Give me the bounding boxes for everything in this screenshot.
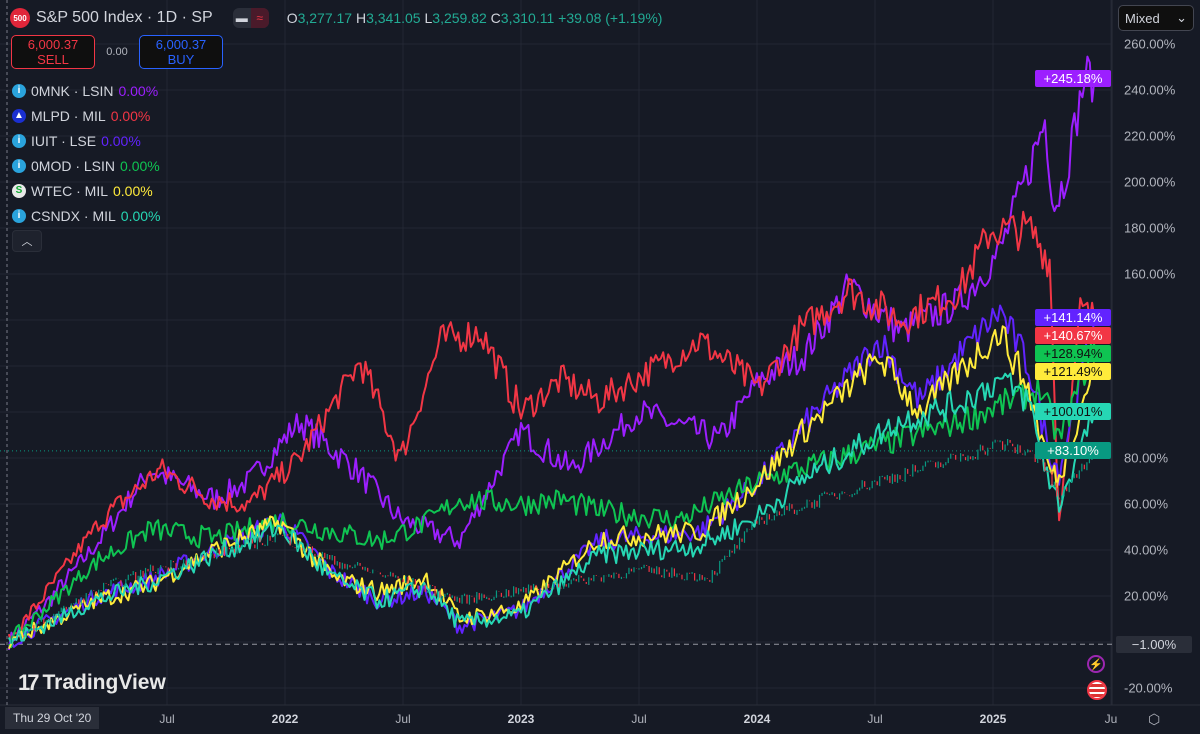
x-tick-label: Jul [867, 712, 883, 726]
minus-icon[interactable]: ▬ [235, 11, 248, 25]
legend-item[interactable]: i 0MNK · LSIN 0.00% [12, 78, 161, 103]
x-tick-label: Jul [159, 712, 175, 726]
legend-item[interactable]: i IUIT · LSE 0.00% [12, 128, 161, 153]
ohlc-values: O3,277.17 H3,341.05 L3,259.82 C3,310.11 … [286, 10, 663, 26]
last-value-tag: +83.10% [1035, 442, 1111, 460]
last-value-tag: +121.49% [1035, 362, 1111, 380]
x-tick-label: Jul [631, 712, 647, 726]
chart-header: 500 S&P 500 Index · 1D · SP ▬ ≈ O3,277.1… [10, 8, 662, 28]
chevron-down-icon: ⌄ [1176, 10, 1187, 25]
legend-symbol: WTEC · MIL [31, 182, 108, 199]
x-tick-label: Ju [1104, 712, 1118, 726]
legend-symbol: 0MNK · LSIN [31, 82, 114, 99]
trade-panel: 6,000.37 SELL 0.00 6,000.37 BUY [11, 35, 223, 69]
collapse-legend-button[interactable]: ︿ [12, 230, 42, 252]
y-tick-label: 260.00% [1124, 36, 1176, 52]
y-tick-label: 80.00% [1124, 450, 1169, 466]
legend-item[interactable]: S WTEC · MIL 0.00% [12, 178, 161, 203]
tradingview-logo[interactable]: 17 TradingView [18, 670, 166, 695]
sell-button[interactable]: 6,000.37 SELL [11, 35, 95, 69]
mountain-icon: ▲ [12, 108, 26, 123]
x-tick-label: 2024 [743, 712, 771, 726]
x-tick-label: 2025 [979, 712, 1007, 726]
last-value-tag: +245.18% [1035, 69, 1111, 87]
crosshair-date-label: Thu 29 Oct '20 [5, 707, 100, 729]
info-icon: i [12, 208, 26, 223]
legend-symbol: CSNDX · MIL [31, 207, 116, 224]
last-value-tag: +128.94% [1035, 344, 1111, 362]
last-value-tag: +100.01% [1035, 403, 1111, 421]
last-value-tag: +140.67% [1035, 326, 1111, 344]
legend-value: 0.00% [110, 107, 151, 124]
x-tick-label: 2022 [271, 712, 299, 726]
y-tick-label: 40.00% [1124, 542, 1169, 558]
y-tick-label: -20.00% [1124, 680, 1173, 696]
x-tick-label: Jul [395, 712, 411, 726]
y-tick-label: 60.00% [1124, 496, 1169, 512]
legend-item[interactable]: i CSNDX · MIL 0.00% [12, 203, 161, 228]
y-tick-label: 200.00% [1124, 174, 1176, 190]
settings-icon[interactable]: ⬡ [1148, 711, 1161, 727]
lightning-icon[interactable]: ⚡ [1087, 655, 1105, 673]
y-tick-label: 220.00% [1124, 128, 1176, 144]
legend-value: 0.00% [120, 157, 160, 174]
y-tick-label: 240.00% [1124, 82, 1176, 98]
info-icon: i [12, 133, 26, 148]
s-logo-icon: S [12, 183, 26, 198]
info-icon: i [12, 158, 26, 173]
y-tick-label: 160.00% [1124, 266, 1176, 282]
y-tick-label: 180.00% [1124, 220, 1176, 236]
series-line-3[interactable] [8, 340, 1096, 648]
legend-symbol: IUIT · LSE [31, 132, 97, 149]
scale-mode-select[interactable]: Mixed ⌄ [1118, 5, 1194, 31]
info-icon: i [12, 83, 26, 98]
legend-symbol: 0MOD · LSIN [31, 157, 116, 174]
buy-button[interactable]: 6,000.37 BUY [139, 35, 223, 69]
spread-value: 0.00 [106, 46, 128, 58]
y-tick-label: 20.00% [1124, 588, 1169, 604]
series-line-0[interactable] [7, 55, 1096, 651]
legend-item[interactable]: i 0MOD · LSIN 0.00% [12, 153, 161, 178]
series-line-4[interactable] [8, 325, 1096, 650]
legend-value: 0.00% [113, 182, 153, 199]
wave-icon[interactable]: ≈ [250, 8, 269, 28]
legend-symbol: MLPD · MIL [31, 107, 106, 124]
us-flag-icon[interactable] [1087, 680, 1107, 700]
tv-icon: 17 [18, 670, 40, 695]
series-toggle[interactable]: ▬ ≈ [232, 8, 269, 28]
x-tick-label: 2023 [507, 712, 535, 726]
series-line-5[interactable] [7, 372, 1096, 645]
legend-value: 0.00% [118, 82, 159, 99]
series-line-1[interactable] [7, 210, 1096, 645]
legend-value: 0.00% [101, 132, 141, 149]
last-value-tag: +141.14% [1035, 308, 1111, 326]
symbol-title[interactable]: S&P 500 Index · 1D · SP [36, 9, 213, 26]
legend-value: 0.00% [120, 207, 161, 224]
sp500-logo: 500 [10, 8, 30, 28]
legend-item[interactable]: ▲ MLPD · MIL 0.00% [12, 103, 161, 128]
legend: i 0MNK · LSIN 0.00% ▲ MLPD · MIL 0.00% i IUIT ·… [12, 78, 161, 228]
crosshair-price-label: −1.00% [1116, 635, 1192, 653]
change-value: +39.08 (+1.19%) [558, 10, 663, 26]
